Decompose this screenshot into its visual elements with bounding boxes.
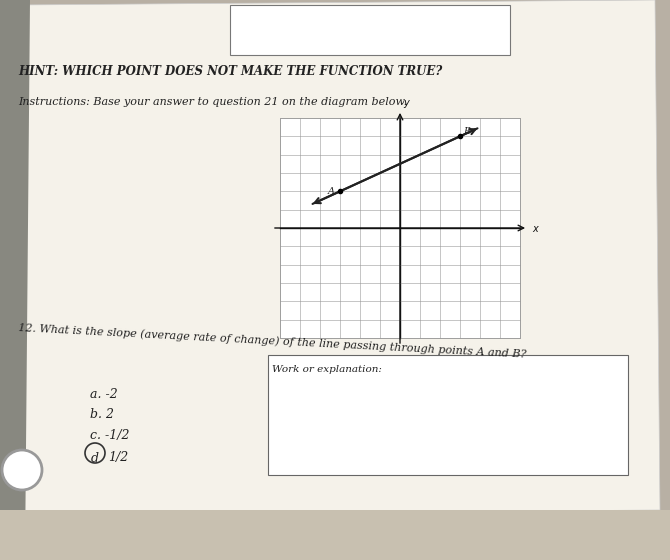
Polygon shape	[0, 0, 30, 560]
Polygon shape	[10, 0, 660, 515]
Text: 12. What is the slope (average rate of change) of the line passing through point: 12. What is the slope (average rate of c…	[18, 323, 527, 360]
Text: B: B	[463, 127, 470, 136]
Text: x: x	[532, 224, 538, 234]
Bar	[0, 510, 670, 560]
Text: c. -1/2: c. -1/2	[90, 428, 129, 441]
Text: Work or explanation:: Work or explanation:	[272, 365, 382, 374]
Circle shape	[2, 450, 42, 490]
Text: b. 2: b. 2	[90, 408, 114, 422]
Text: HINT: WHICH POINT DOES NOT MAKE THE FUNCTION TRUE?: HINT: WHICH POINT DOES NOT MAKE THE FUNC…	[18, 65, 442, 78]
Text: 1/2: 1/2	[108, 451, 128, 464]
Text: d: d	[91, 451, 99, 464]
Text: y: y	[403, 98, 409, 108]
Bar	[280, 118, 520, 338]
FancyBboxPatch shape	[230, 5, 510, 55]
FancyBboxPatch shape	[268, 355, 628, 475]
Text: a. -2: a. -2	[90, 389, 118, 402]
Text: A: A	[328, 188, 335, 197]
Text: Instructions: Base your answer to question 21 on the diagram below.: Instructions: Base your answer to questi…	[18, 97, 407, 107]
